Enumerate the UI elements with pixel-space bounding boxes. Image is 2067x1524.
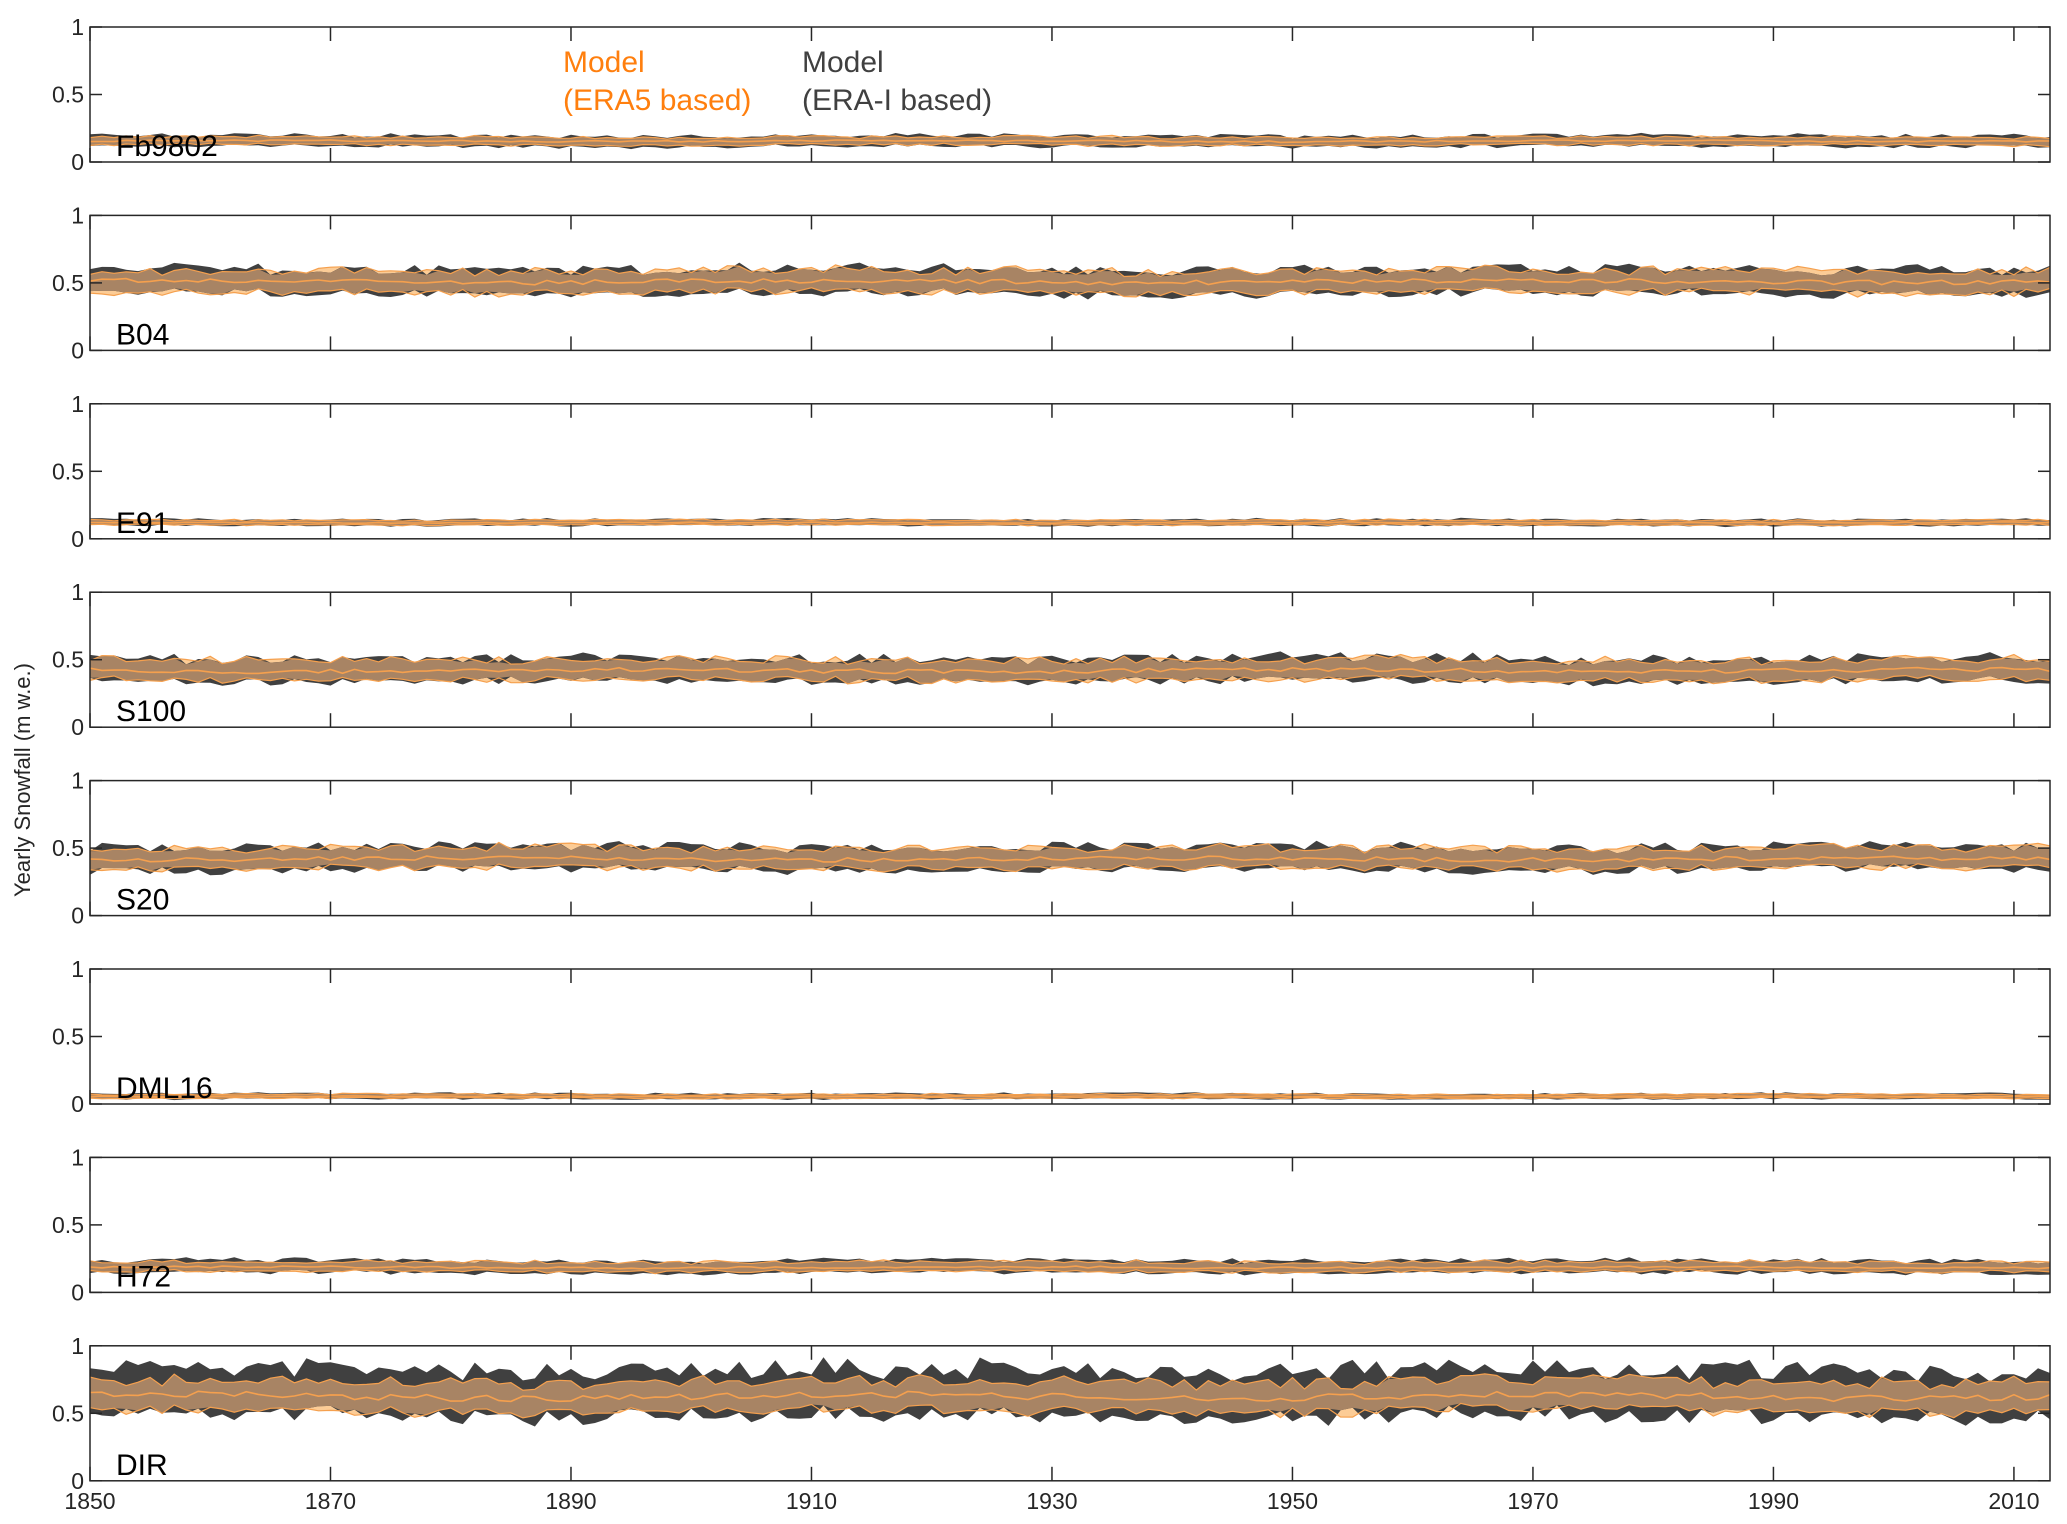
- station-label-b04: B04: [116, 318, 169, 351]
- legend-erai-line2: (ERA-I based): [802, 84, 992, 117]
- era5-mean-line: [90, 855, 2050, 863]
- y-tick-label: 1: [71, 1144, 84, 1170]
- era5-lower-line: [90, 1096, 2050, 1100]
- era5-lower-line: [90, 142, 2050, 148]
- y-tick-label: 0.5: [52, 1212, 84, 1238]
- era5-upper-line: [90, 1259, 2050, 1266]
- y-axis-label: Yearly Snowfall (m w.e.): [10, 663, 35, 897]
- y-tick-label: 0: [71, 526, 84, 552]
- x-tick-label: 1970: [1507, 1488, 1558, 1514]
- y-tick-label: 1: [71, 1333, 84, 1359]
- x-tick-label: 1990: [1748, 1488, 1799, 1514]
- legend-era5-line1: Model: [563, 46, 645, 79]
- station-label-s100: S100: [116, 695, 186, 728]
- panel-h72: 0 0.5 1 H72: [52, 1144, 2051, 1305]
- y-tick-label: 0: [71, 1091, 84, 1117]
- era5-lower-line: [90, 674, 2050, 685]
- y-tick-label: 1: [71, 956, 84, 982]
- era5-mean-line: [90, 1390, 2050, 1403]
- overlap-band: [90, 265, 2050, 296]
- era5-mean-line: [90, 139, 2050, 144]
- era5-mean-line: [90, 1265, 2050, 1270]
- y-tick-label: 1: [71, 768, 84, 794]
- overlap-band: [90, 655, 2050, 684]
- x-tick-label: 1950: [1267, 1488, 1318, 1514]
- panel-fb9802: 0 0.5 1 Fb9802: [52, 14, 2051, 175]
- y-tick-label: 1: [71, 202, 84, 228]
- era5-lower-line: [90, 863, 2050, 873]
- legend: Model (ERA5 based) Model (ERA-I based): [563, 46, 992, 117]
- plot-area: [90, 1257, 2050, 1276]
- legend-era5-line2: (ERA5 based): [563, 84, 751, 117]
- plot-area: [90, 840, 2050, 876]
- era5-lower-line: [90, 1268, 2050, 1275]
- era5-upper-line: [90, 134, 2050, 140]
- panel-s100: 0 0.5 1 S100: [52, 579, 2051, 740]
- y-tick-label: 0: [71, 337, 84, 363]
- y-tick-label: 0.5: [52, 270, 84, 296]
- plot-area: [90, 1092, 2050, 1101]
- x-tick-label: 1910: [786, 1488, 837, 1514]
- panel-e91: 0 0.5 1 E91: [52, 391, 2051, 552]
- era5-lower-line: [90, 287, 2050, 298]
- y-tick-label: 0.5: [52, 82, 84, 108]
- station-label-e91: E91: [116, 507, 169, 540]
- y-tick-label: 0: [71, 1468, 84, 1494]
- x-tick-label: 2010: [1988, 1488, 2039, 1514]
- panels-layer: 0 0.5 1 Fb9802 0 0.5 1 B04 0 0.5 1 E91 0 0.5 1 S100 0 0.5…: [52, 14, 2051, 1514]
- era5-mean-line: [90, 1094, 2050, 1098]
- plot-area: [90, 132, 2050, 150]
- era5-lower-line: [90, 1402, 2050, 1419]
- x-tick-label: 1890: [545, 1488, 596, 1514]
- panel-dml16: 0 0.5 1 DML16: [52, 956, 2051, 1117]
- x-tick-label: 1930: [1026, 1488, 1077, 1514]
- y-tick-label: 0.5: [52, 1400, 84, 1426]
- era5-upper-line: [90, 1092, 2050, 1097]
- station-label-dir: DIR: [116, 1449, 168, 1482]
- plot-area: [90, 1357, 2050, 1427]
- plot-area: [90, 517, 2050, 528]
- plot-area: [90, 262, 2050, 300]
- panel-s20: 0 0.5 1 S20: [52, 768, 2051, 929]
- station-label-fb9802: Fb9802: [116, 130, 218, 163]
- y-tick-label: 0: [71, 714, 84, 740]
- y-tick-label: 1: [71, 14, 84, 40]
- era5-upper-line: [90, 518, 2050, 523]
- era5-upper-line: [90, 1373, 2050, 1391]
- panel-frame: [89, 403, 2051, 540]
- era5-mean-line: [90, 277, 2050, 286]
- y-tick-label: 0.5: [52, 835, 84, 861]
- y-tick-label: 0: [71, 903, 84, 929]
- x-tick-label: 1870: [305, 1488, 356, 1514]
- y-tick-label: 0: [71, 149, 84, 175]
- plot-area: [90, 651, 2050, 687]
- era5-mean-line: [90, 521, 2050, 525]
- panel-b04: 0 0.5 1 B04: [52, 202, 2051, 363]
- panel-frame: [89, 968, 2051, 1105]
- era5-upper-line: [90, 841, 2050, 854]
- legend-erai-line1: Model: [802, 46, 884, 79]
- era5-lower-line: [90, 523, 2050, 527]
- y-tick-label: 1: [71, 579, 84, 605]
- station-label-h72: H72: [116, 1260, 171, 1293]
- x-tick-label: 1850: [64, 1488, 115, 1514]
- y-tick-label: 0: [71, 1279, 84, 1305]
- y-tick-label: 0.5: [52, 458, 84, 484]
- era5-upper-line: [90, 264, 2050, 278]
- station-label-dml16: DML16: [116, 1072, 213, 1105]
- y-tick-label: 0.5: [52, 647, 84, 673]
- era5-upper-line: [90, 653, 2050, 666]
- era5-mean-line: [90, 666, 2050, 675]
- y-tick-label: 1: [71, 391, 84, 417]
- station-label-s20: S20: [116, 884, 169, 917]
- y-tick-label: 0.5: [52, 1024, 84, 1050]
